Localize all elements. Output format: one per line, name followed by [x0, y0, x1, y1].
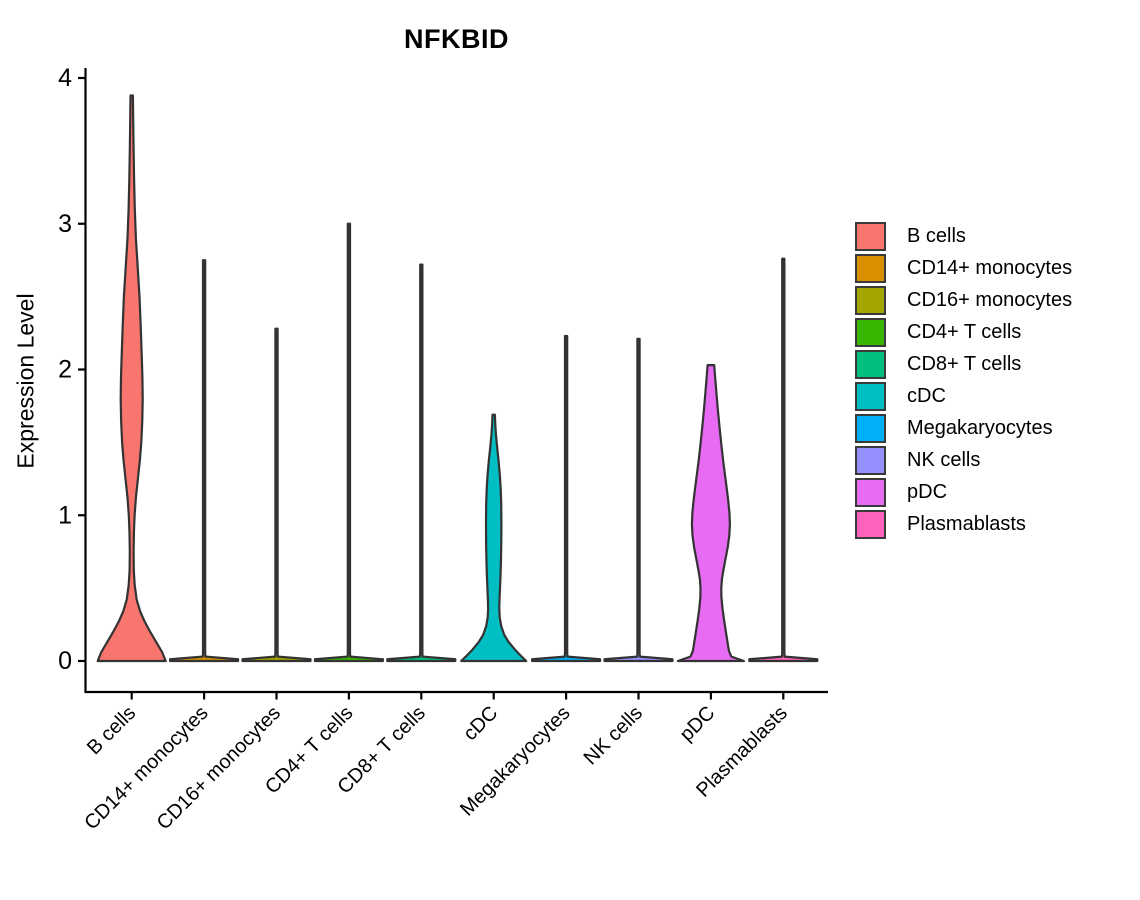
y-tick-label-3: 3	[58, 210, 72, 238]
x-tick-label-b-cells: B cells	[83, 702, 140, 759]
legend-label-cd16-monocytes: CD16+ monocytes	[907, 289, 1073, 311]
legend-label-nk-cells: NK cells	[907, 449, 981, 471]
violin-cd16-monocytes	[241, 327, 312, 663]
x-tick-label-cdc: cDC	[459, 702, 502, 745]
y-tick-label-0: 0	[58, 647, 72, 675]
legend-item-megakaryocytes: Megakaryocytes	[855, 414, 1072, 443]
legend-label-plasmablasts: Plasmablasts	[907, 513, 1026, 535]
legend-label-cd4-t-cells: CD4+ T cells	[907, 321, 1022, 343]
legend: B cells CD14+ monocytes CD16+ monocytes CD4…	[855, 222, 1072, 539]
legend-swatch-pdc	[855, 478, 886, 507]
legend-label-cdc: cDC	[907, 385, 946, 407]
legend-swatch-b-cells	[855, 222, 886, 251]
legend-swatch-cdc	[855, 382, 886, 411]
legend-item-plasmablasts: Plasmablasts	[855, 510, 1072, 539]
violin-cd4-t-cells	[313, 222, 384, 663]
violin-cd14-monocytes	[169, 259, 240, 663]
y-tick-label-1: 1	[58, 501, 72, 529]
legend-label-pdc: pDC	[907, 481, 948, 503]
legend-swatch-nk-cells	[855, 446, 886, 475]
legend-label-megakaryocytes: Megakaryocytes	[907, 417, 1053, 439]
legend-swatch-cd8-t-cells	[855, 350, 886, 379]
legend-item-pdc: pDC	[855, 478, 1072, 507]
x-tick-label-cd14-monocytes: CD14+ monocytes	[80, 702, 212, 834]
legend-label-cd8-t-cells: CD8+ T cells	[907, 353, 1022, 375]
violin-nk-cells	[603, 337, 674, 663]
legend-swatch-cd16-monocytes	[855, 286, 886, 315]
violin-megakaryocytes	[531, 334, 602, 663]
legend-swatch-megakaryocytes	[855, 414, 886, 443]
chart-title: NFKBID	[404, 24, 509, 54]
x-tick-label-pdc: pDC	[676, 702, 720, 746]
y-tick-label-2: 2	[58, 356, 72, 384]
violin-cdc	[460, 413, 528, 663]
x-tick-label-nk-cells: NK cells	[580, 702, 647, 769]
legend-item-nk-cells: NK cells	[855, 446, 1072, 475]
legend-label-b-cells: B cells	[907, 225, 966, 247]
legend-item-b-cells: B cells	[855, 222, 1072, 251]
violin-b-cells	[96, 94, 167, 663]
violin-plasmablasts	[748, 257, 819, 663]
legend-item-cd14-monocytes: CD14+ monocytes	[855, 254, 1072, 283]
violin-cd8-t-cells	[386, 263, 457, 663]
y-tick-label-4: 4	[58, 64, 72, 92]
legend-label-cd14-monocytes: CD14+ monocytes	[907, 257, 1073, 279]
violin-pdc	[676, 364, 745, 663]
legend-swatch-cd4-t-cells	[855, 318, 886, 347]
legend-item-cd4-t-cells: CD4+ T cells	[855, 318, 1072, 347]
legend-swatch-cd14-monocytes	[855, 254, 886, 283]
legend-item-cd8-t-cells: CD8+ T cells	[855, 350, 1072, 379]
x-tick-label-cd16-monocytes: CD16+ monocytes	[153, 702, 285, 834]
legend-item-cdc: cDC	[855, 382, 1072, 411]
legend-swatch-plasmablasts	[855, 510, 886, 539]
legend-item-cd16-monocytes: CD16+ monocytes	[855, 286, 1072, 315]
